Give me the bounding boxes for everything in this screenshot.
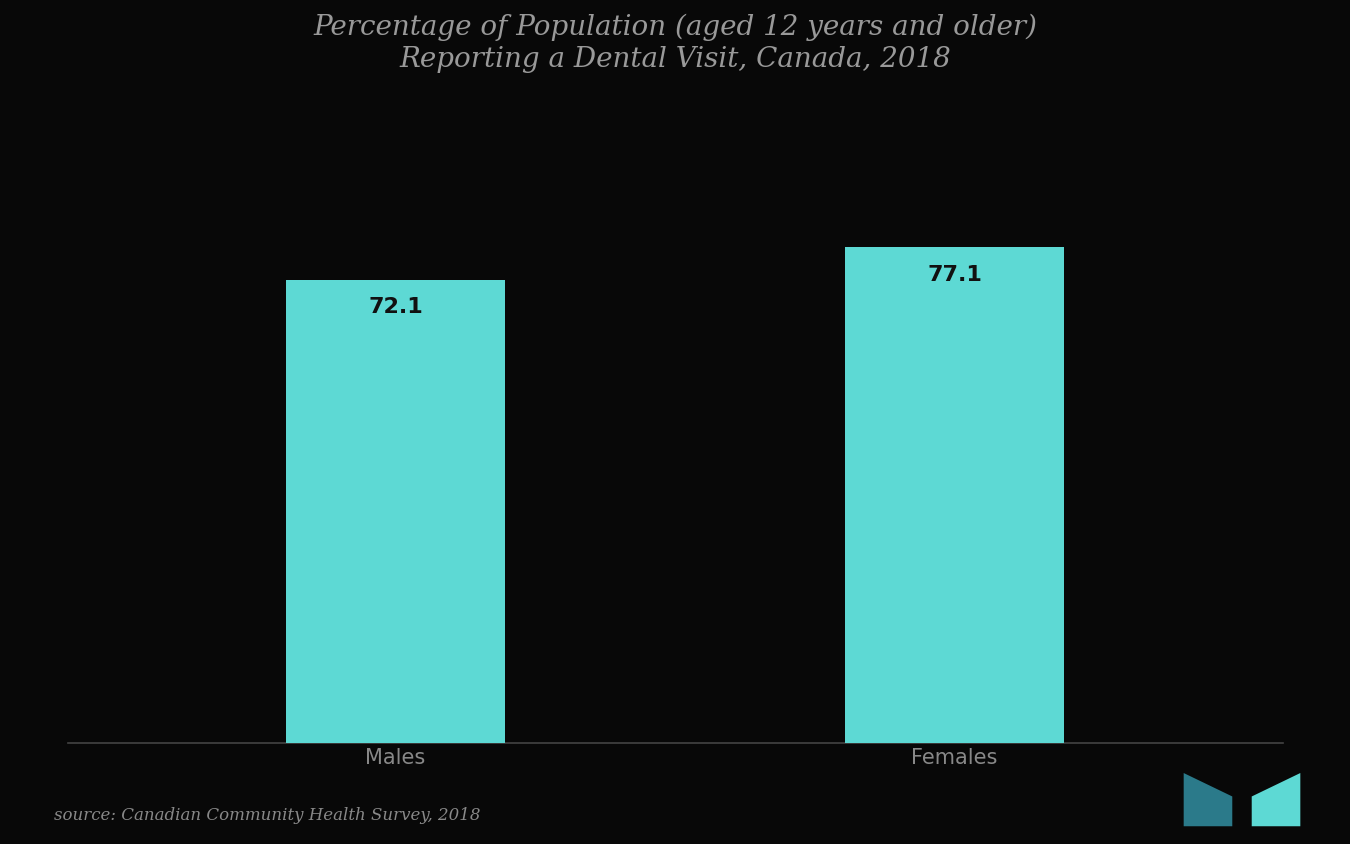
Bar (845, 248, 1064, 743)
Text: 77.1: 77.1 (927, 264, 981, 284)
Title: Percentage of Population (aged 12 years and older)
Reporting a Dental Visit, Can: Percentage of Population (aged 12 years … (313, 14, 1037, 73)
Text: source: Canadian Community Health Survey, 2018: source: Canadian Community Health Survey… (54, 806, 481, 823)
Text: 72.1: 72.1 (369, 296, 423, 316)
Bar (286, 280, 505, 743)
